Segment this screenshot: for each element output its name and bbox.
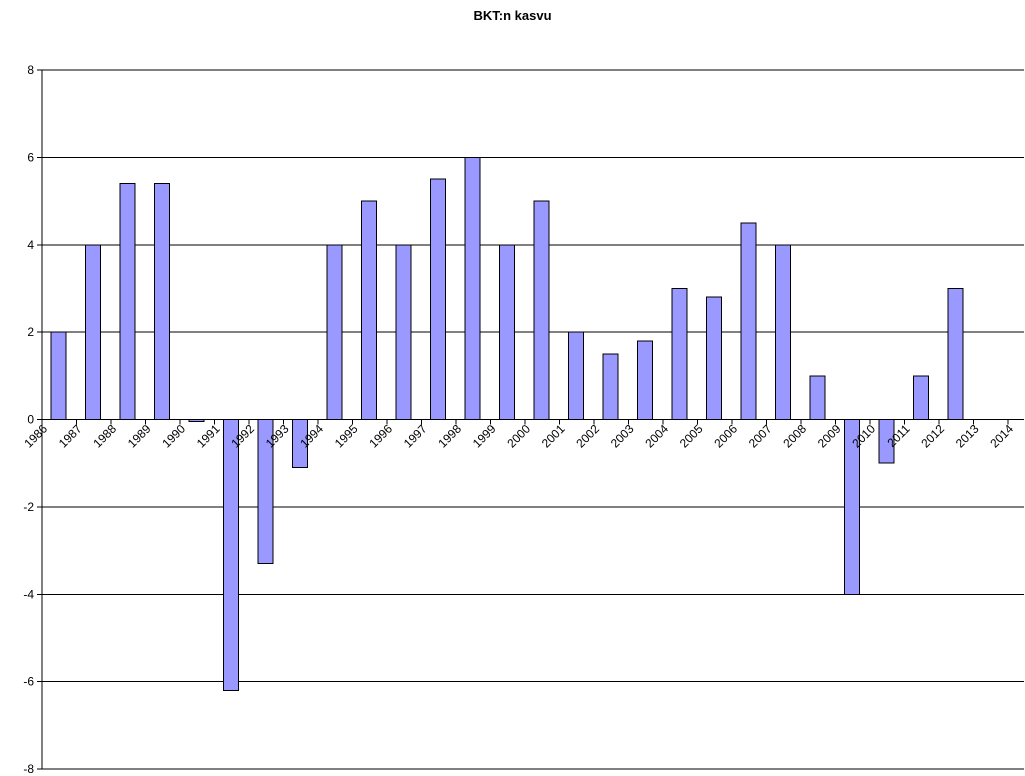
x-tick-label: 2009: [815, 421, 844, 450]
x-tick-label: 1996: [366, 421, 395, 450]
y-tick-label: 4: [27, 238, 34, 252]
x-tick-label: 2008: [780, 421, 809, 450]
bar-1991: [223, 419, 239, 691]
x-tick-label: 1997: [401, 421, 430, 450]
x-tick-label: 2014: [987, 421, 1016, 450]
chart-title: BKT:n kasvu: [473, 8, 552, 23]
bar-2002: [602, 353, 619, 420]
y-tick-labels: 8 6 4 2 0 -2 -4 -6 -8: [23, 63, 34, 776]
bar-2008: [809, 375, 826, 420]
bar-2005: [706, 296, 722, 420]
x-tick-labels: 1986 1987 1988 1989 1990 1991 1992 1993 1994 1995…: [21, 421, 1016, 450]
bar-1998: [464, 156, 481, 420]
bar-1995: [361, 200, 377, 420]
y-tick-label: 2: [27, 325, 34, 339]
y-tick-label: -8: [23, 762, 34, 776]
bar-1986: [50, 331, 67, 420]
x-tick-label: 1998: [435, 421, 464, 450]
x-tick-label: 2001: [539, 421, 568, 450]
x-tick-label: 1990: [159, 421, 188, 450]
y-tick-label: -2: [23, 500, 34, 514]
bar-1989: [154, 183, 170, 420]
bar-2012: [947, 287, 964, 420]
bar-2003: [637, 340, 653, 420]
bar-1994: [326, 244, 343, 420]
x-tick-label: 2013: [953, 421, 982, 450]
y-tick-label: -4: [23, 587, 34, 601]
bar-2010: [878, 419, 895, 464]
y-tick-label: 6: [27, 150, 34, 164]
bar-1987: [85, 244, 101, 420]
bar-2011: [913, 375, 929, 420]
x-tick-label: 1995: [332, 421, 361, 450]
x-tick-label: 2007: [746, 421, 775, 450]
bar-1999: [499, 244, 515, 420]
bar-2007: [775, 244, 791, 420]
bar-2001: [568, 331, 584, 420]
bars: [50, 156, 964, 691]
x-tick-label: 1988: [90, 421, 119, 450]
bar-1988: [119, 183, 136, 420]
x-tick-label: 1986: [21, 421, 50, 450]
bar-1992: [257, 419, 274, 565]
x-tick-label: 2000: [504, 421, 533, 450]
x-tick-label: 2012: [918, 421, 947, 450]
bar-1996: [395, 244, 412, 420]
x-tick-label: 1991: [194, 421, 223, 450]
gridlines: [42, 69, 1024, 770]
x-tick-label: 2002: [573, 421, 602, 450]
bar-2004: [671, 287, 688, 420]
x-tick-label: 1987: [56, 421, 85, 450]
bar-2006: [740, 222, 757, 420]
x-tick-label: 1999: [470, 421, 499, 450]
x-tick-label: 2004: [642, 421, 671, 450]
x-tick-label: 2006: [711, 421, 740, 450]
bar-1997: [430, 178, 446, 420]
bar-2000: [533, 200, 550, 420]
bar-1990: [188, 419, 205, 423]
bar-1993: [292, 419, 308, 469]
x-tick-label: 2005: [677, 421, 706, 450]
y-tick-label: -6: [23, 675, 34, 689]
bar-2009: [844, 419, 860, 595]
axes: [37, 69, 1009, 770]
x-tick-label: 2003: [608, 421, 637, 450]
x-tick-label: 1989: [125, 421, 154, 450]
y-tick-label: 0: [27, 413, 34, 427]
y-tick-label: 8: [27, 63, 34, 77]
